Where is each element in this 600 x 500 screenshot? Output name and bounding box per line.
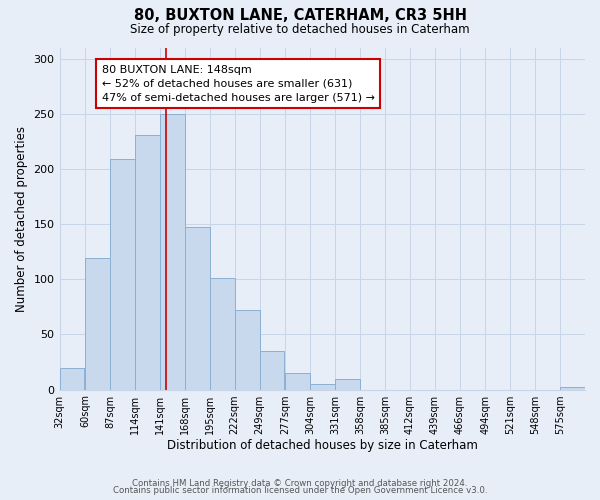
Bar <box>286 373 310 390</box>
Text: 80 BUXTON LANE: 148sqm
← 52% of detached houses are smaller (631)
47% of semi-de: 80 BUXTON LANE: 148sqm ← 52% of detached… <box>101 64 374 102</box>
Bar <box>59 368 85 390</box>
Bar <box>185 228 210 390</box>
Bar <box>310 384 335 390</box>
X-axis label: Distribution of detached houses by size in Caterham: Distribution of detached houses by size … <box>167 440 478 452</box>
Text: Contains HM Land Registry data © Crown copyright and database right 2024.: Contains HM Land Registry data © Crown c… <box>132 478 468 488</box>
Bar <box>110 159 135 390</box>
Text: 80, BUXTON LANE, CATERHAM, CR3 5HH: 80, BUXTON LANE, CATERHAM, CR3 5HH <box>133 8 467 22</box>
Bar <box>260 351 284 390</box>
Bar <box>210 278 235 390</box>
Bar <box>335 378 360 390</box>
Bar <box>160 114 185 390</box>
Bar <box>560 388 585 390</box>
Text: Contains public sector information licensed under the Open Government Licence v3: Contains public sector information licen… <box>113 486 487 495</box>
Bar <box>235 310 260 390</box>
Bar <box>135 134 160 390</box>
Y-axis label: Number of detached properties: Number of detached properties <box>15 126 28 312</box>
Bar <box>85 258 110 390</box>
Text: Size of property relative to detached houses in Caterham: Size of property relative to detached ho… <box>130 22 470 36</box>
